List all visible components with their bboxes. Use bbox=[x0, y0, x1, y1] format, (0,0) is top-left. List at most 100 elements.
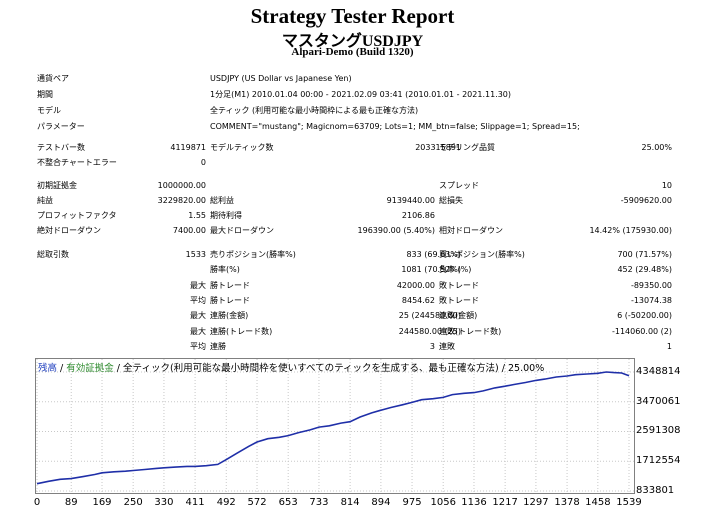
model-value: 全ティック (利用可能な最小時間枠による最も正確な方法) bbox=[210, 106, 419, 115]
x-tick-label: 894 bbox=[371, 497, 391, 508]
quality-value: 25.00% bbox=[641, 143, 672, 152]
absolute-drawdown-label: 絶対ドローダウン bbox=[37, 226, 101, 235]
x-tick-label: 1297 bbox=[523, 497, 549, 508]
loss-rate-label: 負率 (%) bbox=[439, 265, 472, 274]
legend-separator-2: / bbox=[113, 363, 124, 374]
x-tick-label: 1056 bbox=[430, 497, 456, 508]
avg-loss-value: -13074.38 bbox=[630, 296, 672, 305]
max-drawdown-value: 196390.00 (5.40%) bbox=[357, 226, 435, 235]
max-consecutive-profit-value: 244580.00 (25) bbox=[398, 327, 461, 336]
ticks-label: モデルティック数 bbox=[210, 143, 274, 152]
x-tick-label: 1136 bbox=[461, 497, 487, 508]
bars-value: 4119871 bbox=[170, 143, 206, 152]
gross-profit-value: 9139440.00 bbox=[386, 196, 435, 205]
max-prefix-2: 最大 bbox=[190, 311, 206, 320]
x-tick-label: 1539 bbox=[616, 497, 642, 508]
legend-balance: 残高 bbox=[38, 363, 58, 374]
max-consecutive-losses-value: 6 (-50200.00) bbox=[617, 311, 672, 320]
period-value: 1分足(M1) 2010.01.04 00:00 - 2021.02.09 03… bbox=[210, 90, 512, 99]
long-positions-value: 700 (71.57%) bbox=[617, 250, 672, 259]
short-positions-value: 833 (69.63%) bbox=[406, 250, 461, 259]
avg-prefix: 平均 bbox=[190, 296, 206, 305]
parameters-label: パラメーター bbox=[37, 122, 85, 131]
balance-chart bbox=[35, 358, 635, 494]
x-tick-label: 1378 bbox=[554, 497, 580, 508]
symbol-value: USDJPY (US Dollar vs Japanese Yen) bbox=[210, 74, 352, 83]
x-tick-label: 1217 bbox=[492, 497, 518, 508]
max-consecutive-wins-value: 25 (244580.00) bbox=[398, 311, 461, 320]
ticks-value: 203315891 bbox=[415, 143, 461, 152]
x-tick-label: 0 bbox=[33, 497, 41, 508]
win-rate-value: 1081 (70.52%) bbox=[401, 265, 461, 274]
x-tick-label: 169 bbox=[92, 497, 112, 508]
max-consecutive-loss-value: -114060.00 (2) bbox=[611, 327, 672, 336]
quality-label: モデリング品質 bbox=[439, 143, 495, 152]
chart-legend: 残高 / 有効証拠金 / 全ティック(利用可能な最小時間枠を使いすべてのティック… bbox=[38, 360, 544, 374]
expert-name: マスタングUSDJPY bbox=[281, 33, 424, 50]
largest-loss-value: -89350.00 bbox=[630, 281, 672, 290]
net-profit-value: 3229820.00 bbox=[157, 196, 206, 205]
max-consecutive-wins-label: 連勝(金額) bbox=[210, 311, 249, 320]
spread-value: 10 bbox=[661, 181, 672, 190]
x-tick-label: 250 bbox=[123, 497, 143, 508]
chart-grid bbox=[36, 359, 634, 493]
report-title: Strategy Tester Report bbox=[250, 4, 455, 28]
net-profit-label: 純益 bbox=[37, 196, 53, 205]
avg-consecutive-losses-label: 連敗 bbox=[439, 342, 455, 351]
x-tick-label: 975 bbox=[402, 497, 422, 508]
x-tick-label: 330 bbox=[154, 497, 174, 508]
deposit-value: 1000000.00 bbox=[157, 181, 206, 190]
legend-equity: 有効証拠金 bbox=[66, 363, 114, 374]
avg-win-label: 勝トレード bbox=[210, 296, 250, 305]
x-tick-label: 1458 bbox=[585, 497, 611, 508]
period-label: 期間 bbox=[37, 90, 53, 99]
max-consecutive-loss-label: 連敗(トレード数) bbox=[439, 327, 502, 336]
balance-line bbox=[36, 371, 630, 485]
parameters-value: COMMENT="mustang"; Magicnom=63709; Lots=… bbox=[210, 122, 580, 131]
total-trades-label: 総取引数 bbox=[37, 250, 69, 259]
largest-win-value: 42000.00 bbox=[396, 281, 435, 290]
y-tick-label: 2591308 bbox=[636, 425, 681, 437]
short-positions-label: 売りポジション(勝率%) bbox=[210, 250, 296, 259]
largest-win-label: 勝トレード bbox=[210, 281, 250, 290]
x-tick-label: 411 bbox=[185, 497, 205, 508]
bars-label: テストバー数 bbox=[37, 143, 85, 152]
avg-win-value: 8454.62 bbox=[401, 296, 435, 305]
x-tick-label: 492 bbox=[216, 497, 236, 508]
expected-payoff-label: 期待利得 bbox=[210, 211, 242, 220]
x-tick-label: 572 bbox=[247, 497, 267, 508]
symbol-label: 通貨ペア bbox=[37, 74, 69, 83]
relative-drawdown-label: 相対ドローダウン bbox=[439, 226, 503, 235]
max-prefix-3: 最大 bbox=[190, 327, 206, 336]
profit-factor-value: 1.55 bbox=[188, 211, 206, 220]
total-trades-value: 1533 bbox=[185, 250, 206, 259]
deposit-label: 初期証拠金 bbox=[37, 181, 77, 190]
x-tick-label: 89 bbox=[64, 497, 78, 508]
largest-loss-label: 敗トレード bbox=[439, 281, 479, 290]
y-tick-label: 3470061 bbox=[636, 395, 681, 407]
model-label: モデル bbox=[37, 106, 61, 115]
avg-consecutive-wins-label: 連勝 bbox=[210, 342, 226, 351]
gross-loss-value: -5909620.00 bbox=[620, 196, 672, 205]
relative-drawdown-value: 14.42% (175930.00) bbox=[589, 226, 672, 235]
max-prefix: 最大 bbox=[190, 281, 206, 290]
y-tick-label: 1712554 bbox=[636, 455, 681, 467]
avg-consecutive-wins-value: 3 bbox=[429, 342, 435, 351]
profit-factor-label: プロフィットファクタ bbox=[37, 211, 117, 220]
spread-label: スプレッド bbox=[439, 181, 479, 190]
max-consecutive-profit-label: 連勝(トレード数) bbox=[210, 327, 273, 336]
x-tick-label: 814 bbox=[340, 497, 360, 508]
balance-chart-svg bbox=[35, 358, 635, 494]
server-build: Alpari-Demo (Build 1320) bbox=[291, 46, 414, 58]
avg-consecutive-losses-value: 1 bbox=[666, 342, 672, 351]
mismatch-label: 不整合チャートエラー bbox=[37, 158, 117, 167]
loss-rate-value: 452 (29.48%) bbox=[617, 265, 672, 274]
y-tick-label: 4348814 bbox=[636, 366, 681, 377]
gross-loss-label: 総損失 bbox=[439, 196, 463, 205]
max-drawdown-label: 最大ドローダウン bbox=[210, 226, 274, 235]
x-tick-label: 653 bbox=[278, 497, 298, 508]
long-positions-label: 買いポジション(勝率%) bbox=[439, 250, 525, 259]
avg-loss-label: 敗トレード bbox=[439, 296, 479, 305]
gross-profit-label: 総利益 bbox=[210, 196, 234, 205]
max-consecutive-losses-label: 連敗(金額) bbox=[439, 311, 478, 320]
